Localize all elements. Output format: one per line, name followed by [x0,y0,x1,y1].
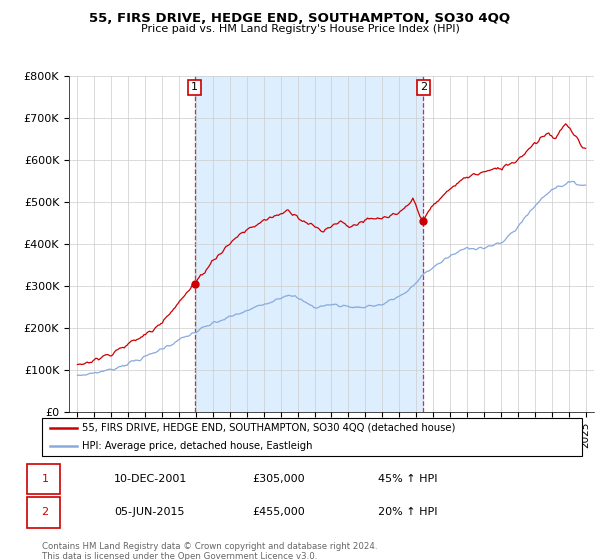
Text: 45% ↑ HPI: 45% ↑ HPI [378,474,437,484]
Text: 1: 1 [191,82,198,92]
Text: HPI: Average price, detached house, Eastleigh: HPI: Average price, detached house, East… [83,441,313,451]
Text: 20% ↑ HPI: 20% ↑ HPI [378,507,437,517]
Text: 55, FIRS DRIVE, HEDGE END, SOUTHAMPTON, SO30 4QQ: 55, FIRS DRIVE, HEDGE END, SOUTHAMPTON, … [89,12,511,25]
Text: 05-JUN-2015: 05-JUN-2015 [114,507,185,517]
Bar [194,76,423,412]
Text: 2: 2 [420,82,427,92]
Text: £305,000: £305,000 [252,474,305,484]
Text: 1: 1 [41,474,49,484]
Text: £455,000: £455,000 [252,507,305,517]
Text: 2: 2 [41,507,49,517]
Text: 10-DEC-2001: 10-DEC-2001 [114,474,187,484]
Text: Contains HM Land Registry data © Crown copyright and database right 2024.
This d: Contains HM Land Registry data © Crown c… [42,542,377,560]
Text: 55, FIRS DRIVE, HEDGE END, SOUTHAMPTON, SO30 4QQ (detached house): 55, FIRS DRIVE, HEDGE END, SOUTHAMPTON, … [83,423,456,433]
Text: Price paid vs. HM Land Registry's House Price Index (HPI): Price paid vs. HM Land Registry's House … [140,24,460,34]
